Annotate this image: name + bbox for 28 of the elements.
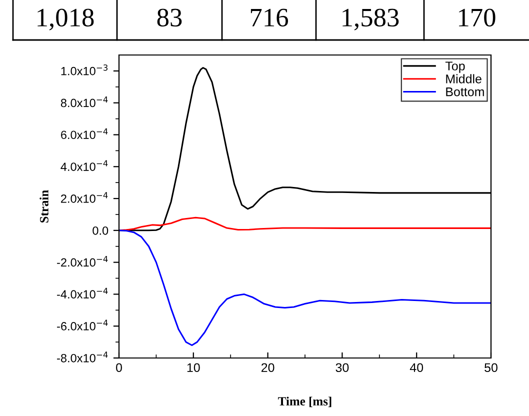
y-tick-label: -6.0x10$^{−4}$ xyxy=(57,320,108,330)
y-axis-title: Strain xyxy=(40,190,48,222)
legend-label: Middle xyxy=(446,74,482,84)
x-tick-label: 10 xyxy=(187,363,200,372)
y-tick-label: -8.0x10$^{−4}$ xyxy=(57,352,108,362)
legend-label: Top xyxy=(445,62,465,73)
text: 716 xyxy=(250,8,288,27)
y-tick-label: 0.0 xyxy=(92,226,108,235)
y-tick-label: 6.0x10$^{−4}$ xyxy=(61,128,108,140)
x-tick-label: 20 xyxy=(261,363,274,372)
y-tick-label: 2.0x10$^{−4}$ xyxy=(61,192,108,203)
x-tick-label: 30 xyxy=(336,363,349,372)
y-tick-label: 8.0x10$^{−4}$ xyxy=(60,96,108,108)
x-tick-label: 40 xyxy=(410,363,424,372)
x-axis-title: Time [ms] xyxy=(278,396,332,408)
y-tick-label: 1.0x10$^{−3}$ xyxy=(61,64,108,76)
legend-label: Bottom xyxy=(446,88,484,96)
y-tick-label: -4.0x10$^{−4}$ xyxy=(57,288,108,299)
line-series xyxy=(119,216,491,232)
text: 1,018 xyxy=(38,8,94,30)
text: 170 xyxy=(459,8,496,27)
text: 83 xyxy=(157,8,182,27)
y-tick-label: -2.0x10$^{−4}$ xyxy=(57,256,108,267)
y-tick-label: 4.0x10$^{−4}$ xyxy=(60,160,108,171)
x-tick-label: 0 xyxy=(116,363,122,372)
text: 1,583 xyxy=(342,8,399,30)
line-series xyxy=(119,230,491,346)
x-tick-label: 50 xyxy=(484,363,498,372)
